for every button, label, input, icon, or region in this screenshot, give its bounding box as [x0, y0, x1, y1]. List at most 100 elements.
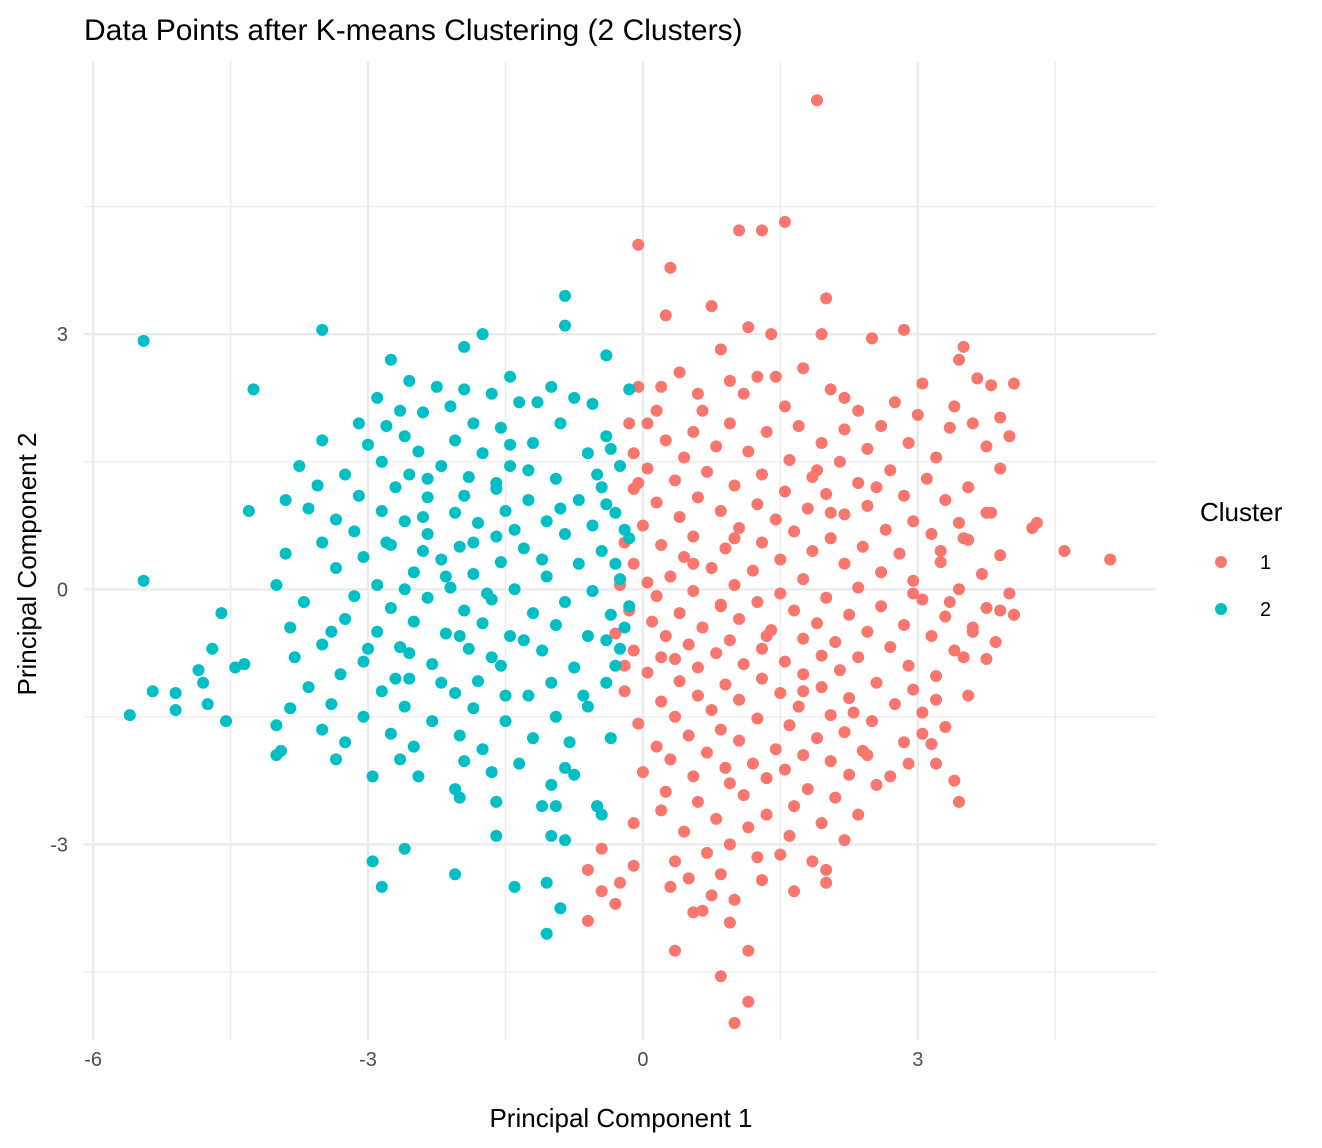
data-point-cluster-2	[325, 698, 338, 711]
data-point-cluster-1	[664, 261, 677, 274]
data-point-cluster-1	[888, 396, 901, 409]
data-point-cluster-1	[898, 323, 910, 336]
data-point-cluster-2	[549, 472, 562, 485]
data-point-cluster-2	[270, 579, 283, 591]
data-point-cluster-2	[559, 528, 571, 540]
data-point-cluster-1	[774, 587, 787, 600]
data-point-cluster-2	[325, 625, 338, 638]
data-point-cluster-2	[458, 755, 471, 768]
data-point-cluster-1	[843, 768, 856, 781]
data-point-cluster-1	[994, 549, 1007, 562]
data-point-cluster-2	[499, 715, 512, 728]
data-point-cluster-1	[705, 889, 718, 902]
data-point-cluster-1	[861, 442, 874, 455]
data-point-cluster-1	[934, 545, 947, 557]
y-tick-label: 0	[57, 579, 68, 601]
data-point-cluster-2	[458, 489, 471, 502]
data-point-cluster-2	[352, 417, 365, 430]
data-point-cluster-1	[833, 664, 846, 677]
data-point-cluster-2	[609, 659, 622, 672]
data-point-cluster-2	[549, 800, 562, 813]
data-point-cluster-2	[394, 404, 407, 417]
data-point-cluster-2	[623, 383, 636, 396]
data-point-cluster-1	[985, 379, 998, 392]
data-point-cluster-2	[316, 638, 329, 651]
data-point-cluster-2	[559, 761, 571, 774]
data-point-cluster-2	[215, 607, 228, 620]
data-point-cluster-1	[778, 215, 791, 228]
data-point-cluster-1	[870, 481, 883, 494]
data-point-cluster-1	[879, 523, 892, 536]
data-point-cluster-2	[540, 515, 553, 528]
data-point-cluster-1	[723, 838, 736, 851]
data-point-cluster-1	[783, 829, 796, 842]
data-point-cluster-1	[943, 596, 956, 608]
data-point-cluster-1	[847, 706, 860, 719]
data-point-cluster-2	[435, 676, 448, 689]
data-point-cluster-1	[916, 593, 929, 606]
data-point-cluster-1	[733, 613, 746, 625]
data-point-cluster-1	[714, 343, 727, 356]
data-point-cluster-2	[614, 642, 626, 655]
data-point-cluster-1	[618, 685, 631, 698]
data-point-cluster-2	[412, 445, 425, 458]
data-point-cluster-2	[581, 700, 594, 713]
data-point-cluster-1	[1104, 553, 1117, 566]
data-point-cluster-2	[316, 434, 329, 447]
data-point-cluster-2	[398, 583, 411, 596]
data-point-cluster-1	[650, 590, 663, 603]
data-point-cluster-1	[682, 729, 695, 742]
data-point-cluster-1	[1008, 377, 1020, 390]
y-tick-label: 3	[57, 324, 68, 346]
data-point-cluster-2	[527, 607, 539, 620]
data-point-cluster-2	[517, 542, 530, 555]
data-point-cluster-1	[806, 545, 819, 557]
data-point-cluster-2	[407, 740, 420, 753]
data-point-cluster-1	[778, 763, 791, 776]
data-point-cluster-1	[985, 506, 998, 519]
data-point-cluster-2	[426, 715, 439, 728]
data-point-cluster-1	[797, 685, 810, 698]
data-point-cluster-2	[609, 506, 622, 519]
data-point-cluster-1	[678, 451, 691, 464]
data-point-cluster-1	[875, 566, 888, 579]
data-point-cluster-2	[508, 583, 521, 596]
data-point-cluster-1	[728, 479, 741, 492]
data-point-cluster-2	[242, 505, 255, 517]
data-point-cluster-2	[494, 556, 507, 569]
data-point-cluster-2	[302, 502, 315, 515]
data-point-cluster-2	[449, 868, 462, 881]
data-point-cluster-1	[756, 468, 768, 481]
data-point-cluster-2	[339, 613, 352, 625]
data-point-cluster-1	[627, 557, 640, 570]
data-point-cluster-1	[778, 655, 791, 668]
data-point-cluster-2	[527, 732, 539, 745]
data-point-cluster-2	[417, 545, 429, 557]
data-point-cluster-1	[632, 238, 645, 251]
data-point-cluster-1	[948, 400, 961, 413]
data-point-cluster-1	[783, 454, 796, 466]
data-point-cluster-1	[1003, 430, 1016, 443]
data-point-cluster-1	[898, 489, 910, 502]
data-point-cluster-1	[627, 644, 640, 657]
data-point-cluster-1	[691, 661, 704, 674]
data-point-cluster-1	[1003, 587, 1016, 600]
data-point-cluster-1	[710, 440, 723, 453]
data-point-cluster-2	[417, 406, 429, 419]
data-point-cluster-1	[792, 700, 805, 713]
data-point-cluster-2	[485, 651, 498, 664]
data-point-cluster-1	[875, 420, 888, 432]
data-point-cluster-2	[357, 551, 370, 563]
data-point-cluster-2	[375, 880, 388, 893]
data-point-cluster-2	[586, 585, 599, 597]
data-point-cluster-2	[220, 715, 232, 728]
x-tick-label: 0	[637, 1049, 648, 1071]
data-point-cluster-1	[609, 627, 622, 640]
data-point-cluster-1	[742, 995, 755, 1008]
data-point-cluster-1	[852, 808, 865, 821]
data-point-cluster-1	[733, 734, 746, 747]
data-point-cluster-2	[600, 498, 613, 511]
data-point-cluster-2	[339, 736, 352, 749]
data-point-cluster-1	[760, 425, 773, 438]
